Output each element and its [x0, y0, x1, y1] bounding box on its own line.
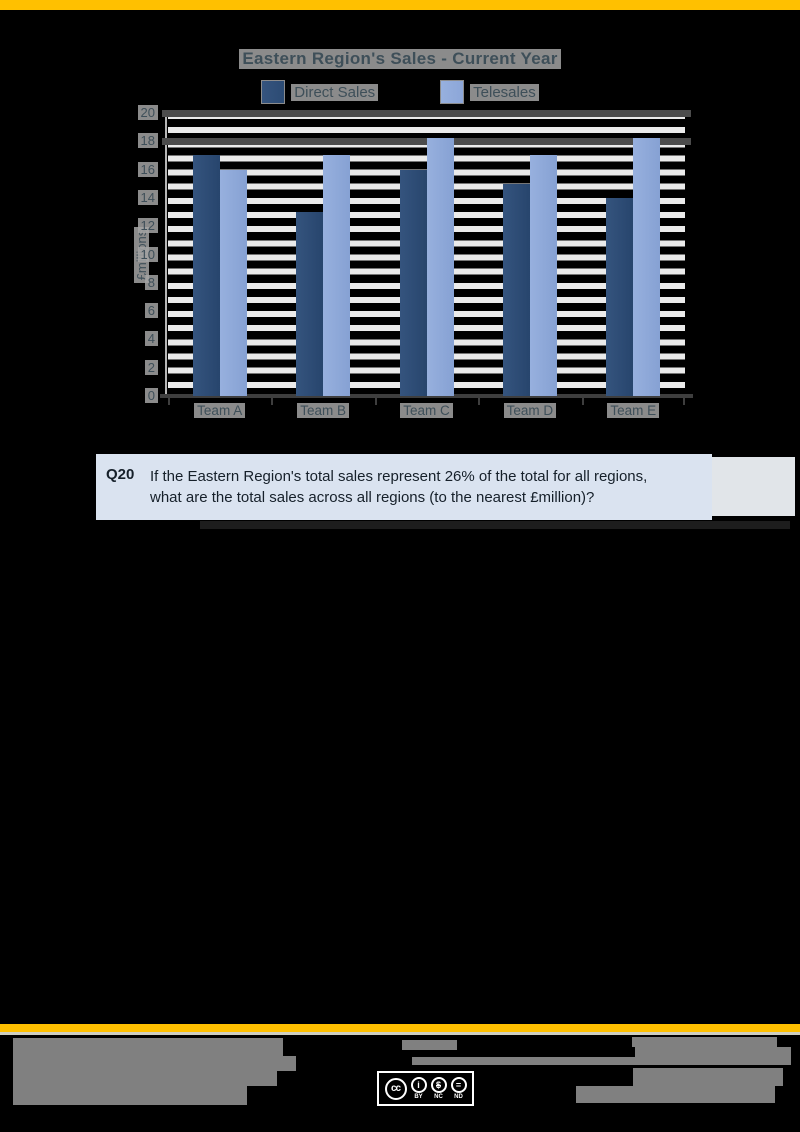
- bottom-accent-bar: [0, 1024, 800, 1034]
- bar-direct-sales-team-c: [399, 169, 427, 396]
- cc-nc-label: NC: [434, 1094, 443, 1100]
- question-text: If the Eastern Region's total sales repr…: [150, 466, 647, 520]
- cc-logo-icon: cc: [384, 1077, 407, 1100]
- footer-right-redacted-row3: [633, 1068, 783, 1086]
- x-label-team-d: Team D: [485, 402, 575, 420]
- y-tick-4: 4: [118, 330, 158, 348]
- cc-by-unit: i BY: [410, 1077, 427, 1100]
- top-accent-bar: [0, 0, 800, 10]
- bar-telesales-team-d: [529, 155, 557, 396]
- x-axis-tick: [478, 398, 481, 405]
- x-label-team-a: Team A: [175, 402, 265, 420]
- footer-left-redacted-block-row3: [13, 1071, 277, 1086]
- bottom-accent-underline: [0, 1032, 800, 1035]
- bar-direct-sales-team-b: [296, 212, 324, 396]
- y-tick-6: 6: [118, 302, 158, 320]
- y-axis-line: [165, 113, 167, 396]
- y-tick-12: 12: [118, 217, 158, 235]
- legend-entry-telesales: Telesales: [440, 80, 539, 104]
- y-tick-10: 10: [118, 246, 158, 264]
- chart-title-row: Eastern Region's Sales - Current Year: [0, 49, 800, 69]
- plot-area: [160, 110, 693, 405]
- redacted-line-under-question: [200, 521, 790, 529]
- footer-right-redacted-row4: [576, 1086, 775, 1103]
- x-axis-tick: [374, 398, 377, 405]
- x-axis-line: [160, 394, 693, 398]
- cc-nc-unit: $ NC: [430, 1077, 447, 1100]
- footer-right-redacted-row1: [632, 1037, 777, 1047]
- answer-side-block: [712, 457, 795, 516]
- cc-by-person-icon: i: [410, 1077, 427, 1093]
- x-label-team-b: Team B: [278, 402, 368, 420]
- bar-telesales-team-a: [219, 169, 247, 396]
- chart-legend: Direct Sales Telesales: [0, 80, 800, 104]
- y-tick-18: 18: [118, 132, 158, 150]
- question-line-2: what are the total sales across all regi…: [150, 489, 595, 506]
- y-tick-16: 16: [118, 161, 158, 179]
- footer-center-redacted-line: [412, 1057, 635, 1065]
- footer-center-redacted-block: [402, 1040, 457, 1050]
- question-line-1: If the Eastern Region's total sales repr…: [150, 468, 648, 485]
- legend-label-direct-sales: Direct Sales: [291, 83, 379, 101]
- bar-direct-sales-team-e: [606, 197, 634, 396]
- y-tick-0: 0: [118, 387, 158, 405]
- bar-direct-sales-team-d: [502, 183, 530, 396]
- y-tick-14: 14: [118, 189, 158, 207]
- cc-nd-equals-icon: =: [450, 1077, 467, 1093]
- cc-license-badge: cc i BY $ NC = ND: [377, 1071, 474, 1106]
- x-axis-tick: [168, 398, 170, 405]
- x-axis-tick: [683, 398, 685, 405]
- footer-left-redacted-block-row1: [13, 1038, 283, 1056]
- cc-by-label: BY: [414, 1094, 423, 1100]
- legend-swatch-telesales: [440, 80, 465, 104]
- bar-telesales-team-e: [633, 138, 661, 396]
- cc-nc-dollar-icon: $: [430, 1077, 447, 1093]
- x-axis-tick: [271, 398, 274, 405]
- y-tick-8: 8: [118, 274, 158, 292]
- chart-title: Eastern Region's Sales - Current Year: [239, 49, 561, 69]
- x-label-team-e: Team E: [588, 402, 678, 420]
- cc-nd-unit: = ND: [450, 1077, 467, 1100]
- legend-entry-direct-sales: Direct Sales: [261, 80, 379, 104]
- y-tick-2: 2: [118, 359, 158, 377]
- question-number: Q20: [106, 466, 135, 483]
- question-box: Q20 If the Eastern Region's total sales …: [96, 454, 712, 520]
- x-axis-tick: [581, 398, 584, 405]
- legend-label-telesales: Telesales: [470, 83, 539, 101]
- footer-left-redacted-block-row2: [13, 1056, 296, 1071]
- y-tick-20: 20: [118, 104, 158, 122]
- bar-telesales-team-b: [323, 155, 351, 396]
- cc-nd-label: ND: [454, 1094, 463, 1100]
- x-label-team-c: Team C: [382, 402, 472, 420]
- footer-right-redacted-row2: [635, 1047, 791, 1065]
- legend-swatch-direct-sales: [261, 80, 286, 104]
- gridline-20: [162, 110, 691, 117]
- bar-telesales-team-c: [426, 138, 454, 396]
- bar-direct-sales-team-a: [192, 155, 220, 396]
- footer-left-redacted-block-row4: [13, 1086, 247, 1105]
